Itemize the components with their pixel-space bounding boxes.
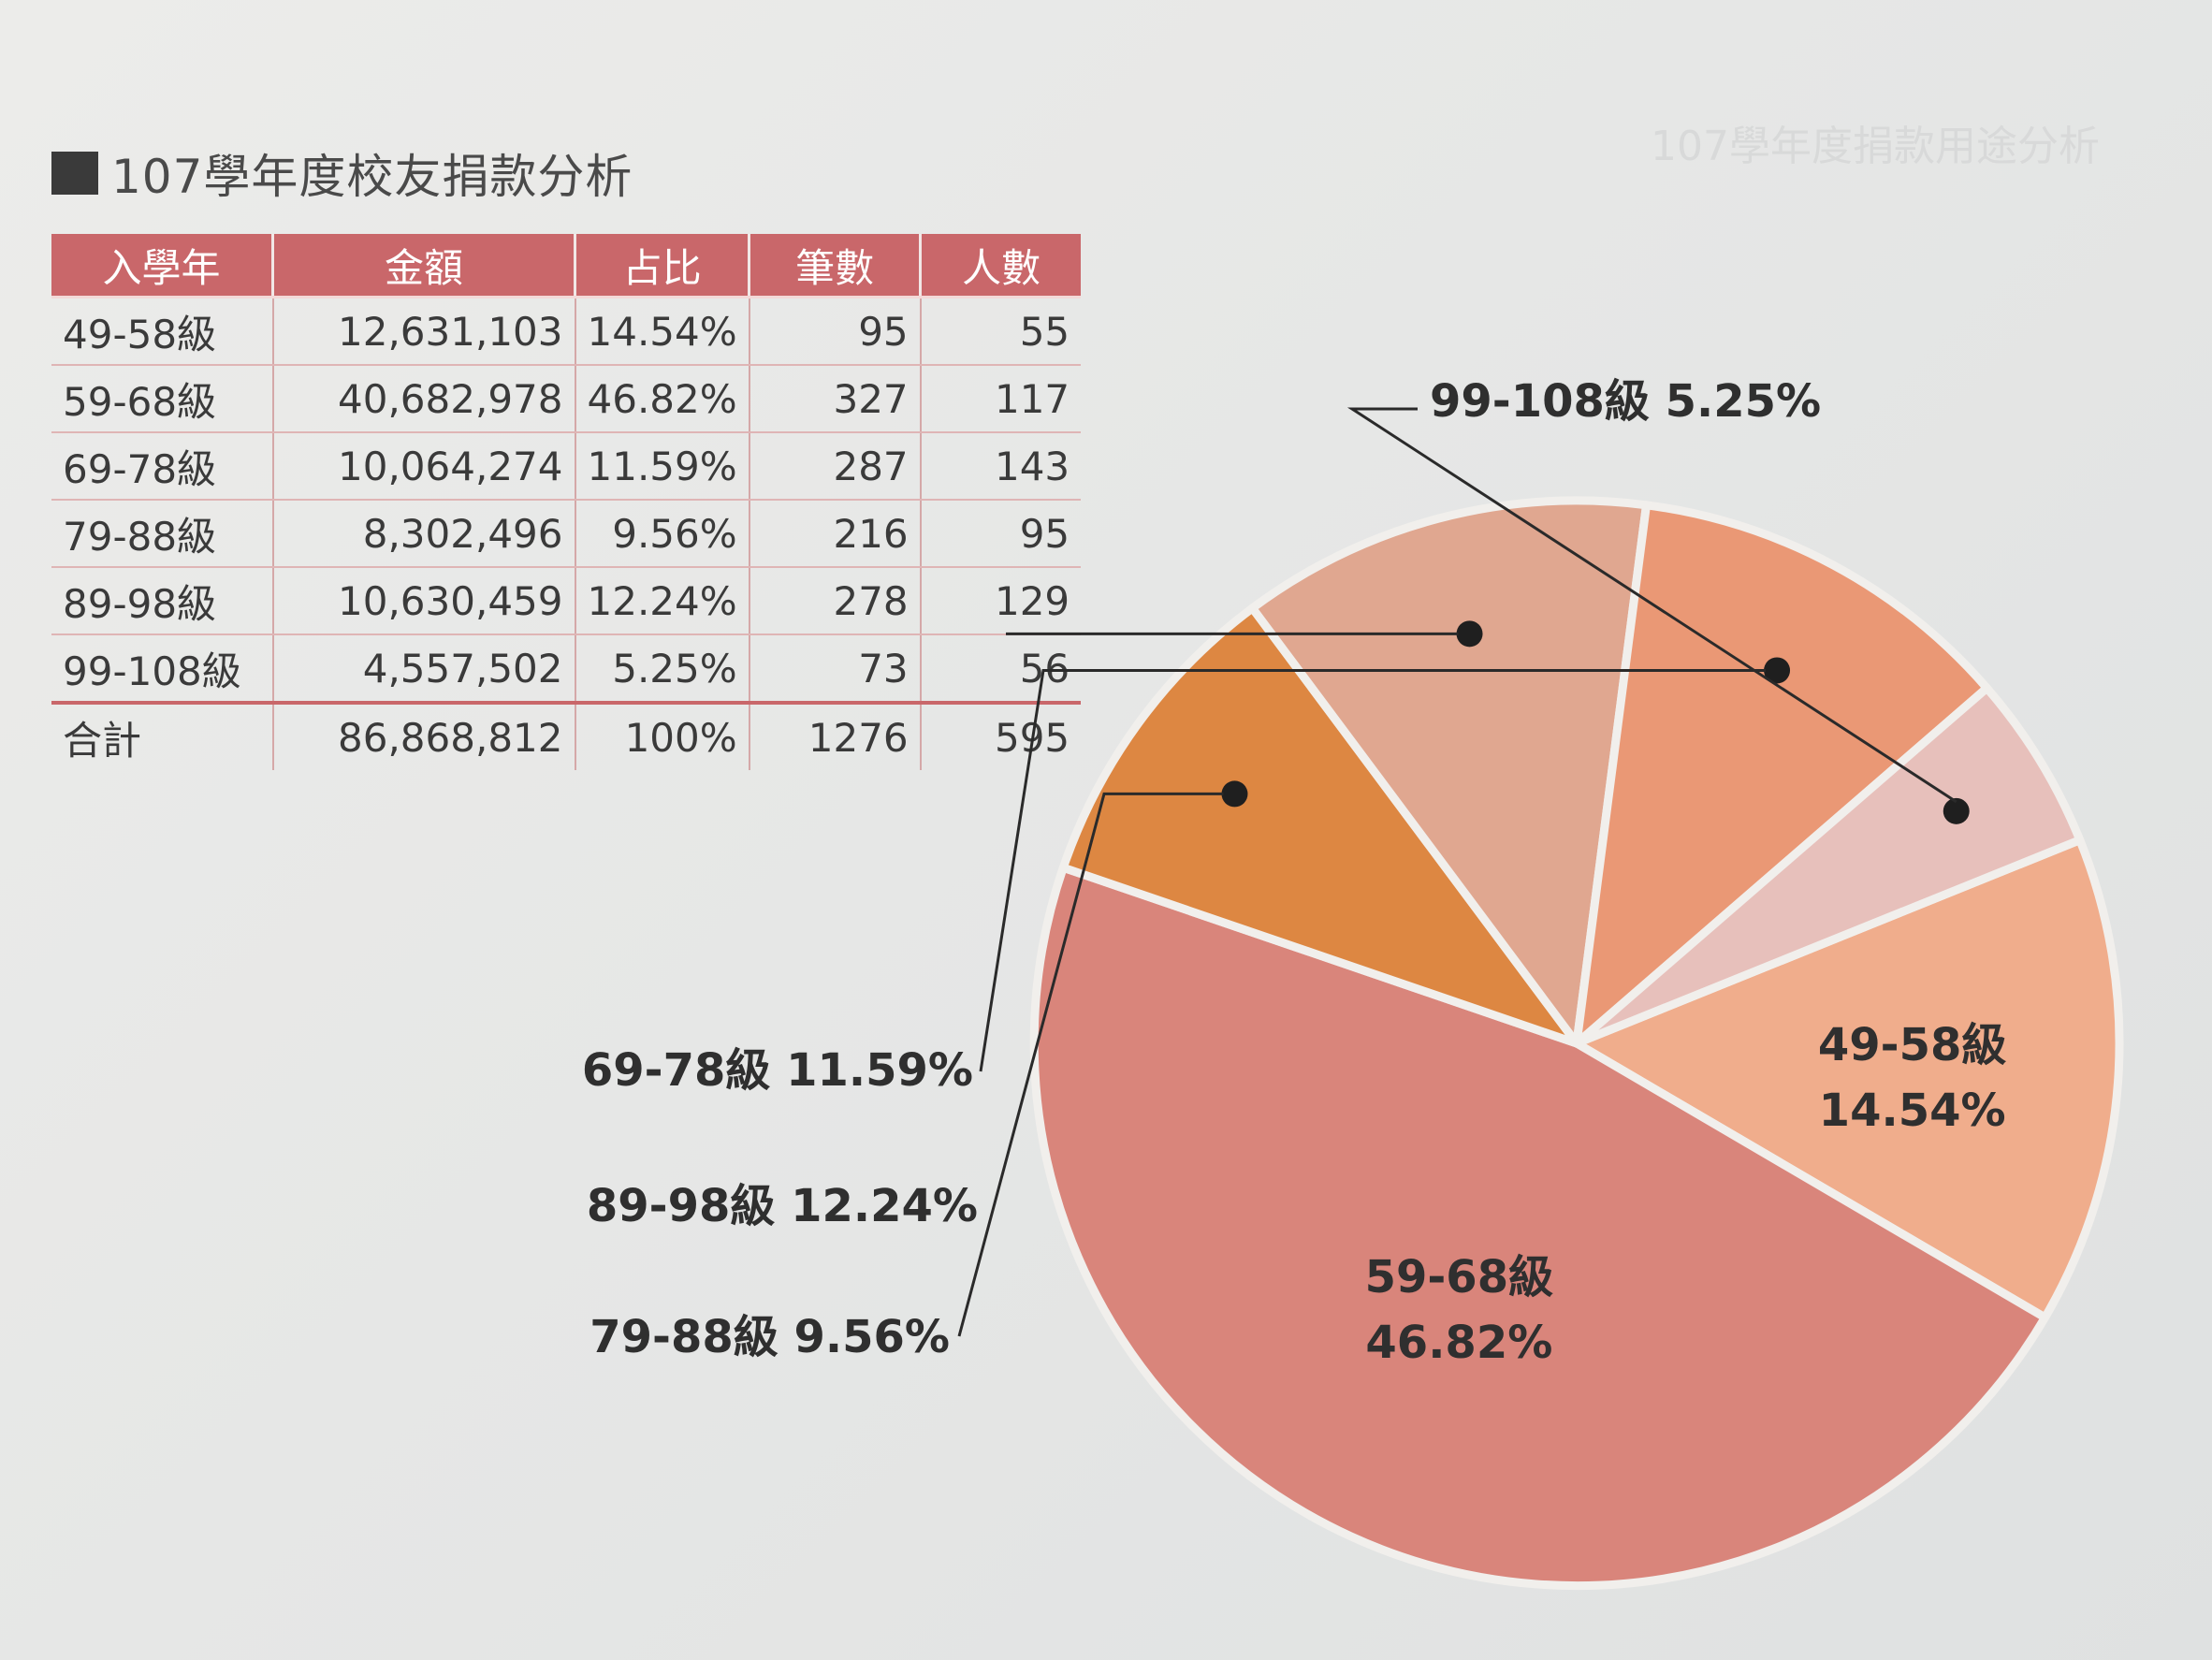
cell-total-count: 1276: [748, 701, 921, 770]
cell-count: 216: [748, 500, 921, 568]
cell-year: 69-78級: [51, 432, 273, 501]
cell-amount: 4,557,502: [271, 634, 575, 704]
cell-people: 129: [919, 567, 1082, 635]
table-row: 49-58級 12,631,103 14.54% 95 55: [51, 297, 1082, 366]
header-year: 入學年: [51, 234, 273, 299]
callout-dot-3: [1456, 620, 1483, 648]
cell-share: 46.82%: [574, 365, 749, 433]
callout-line-2: [957, 792, 1224, 1337]
cell-year: 79-88級: [51, 500, 273, 568]
cell-count: 287: [748, 432, 921, 501]
cell-people: 117: [919, 365, 1082, 433]
callout-line-4: [979, 668, 1767, 1072]
cell-year: 99-108級: [51, 634, 273, 704]
cell-count: 95: [748, 297, 921, 366]
callout-dot-5: [1943, 797, 1970, 824]
callout-label-3: 89-98級 12.24%: [587, 1180, 978, 1232]
table-row: 89-98級 10,630,459 12.24% 278 129: [51, 567, 1082, 635]
header-share: 占比: [573, 234, 749, 299]
cell-share: 14.54%: [574, 297, 749, 366]
table-header-row: 入學年 金額 占比 筆數 人數: [51, 234, 1082, 299]
slice-percent-1: 46.82%: [1365, 1317, 1552, 1369]
donation-table: 入學年 金額 占比 筆數 人數 49-58級 12,631,103 14.54%…: [51, 234, 1082, 770]
title-square-icon: [51, 152, 98, 195]
cell-year: 89-98級: [51, 567, 273, 635]
cell-amount: 10,630,459: [271, 567, 575, 635]
slice-percent-0: 14.54%: [1819, 1085, 2006, 1137]
cell-total-amount: 86,868,812: [271, 701, 575, 770]
cell-amount: 40,682,978: [271, 365, 575, 433]
cell-share: 9.56%: [574, 500, 749, 568]
cell-people: 143: [919, 432, 1082, 501]
cell-year: 59-68級: [51, 365, 273, 433]
callout-dot-4: [1764, 657, 1791, 684]
cell-total-share: 100%: [574, 701, 749, 770]
pie-slice-5: [1572, 683, 2085, 1048]
header-people: 人數: [919, 234, 1082, 299]
cell-people: 55: [919, 297, 1082, 366]
cell-amount: 12,631,103: [271, 297, 575, 366]
callout-dot-2: [1221, 780, 1248, 808]
pie-slice-2: [1058, 604, 1581, 1048]
page-title: 107學年度校友捐款分析: [111, 150, 633, 204]
table-row: 59-68級 40,682,978 46.82% 327 117: [51, 365, 1082, 433]
cell-people: 95: [919, 500, 1082, 568]
callout-label-4: 69-78級 11.59%: [582, 1044, 973, 1097]
callout-label-2: 79-88級 9.56%: [589, 1311, 950, 1363]
background-bleedthrough-title: 107學年度捐款用途分析: [1651, 123, 2100, 170]
cell-count: 278: [748, 567, 921, 635]
cell-total-people: 595: [919, 701, 1082, 770]
table-row: 69-78級 10,064,274 11.59% 287 143: [51, 432, 1082, 501]
callout-line-5: [1346, 407, 1957, 804]
header-count: 筆數: [748, 234, 921, 299]
cell-share: 11.59%: [574, 432, 749, 501]
cell-count: 327: [748, 365, 921, 433]
pie-slice-0: [1572, 836, 2124, 1322]
cell-count: 73: [748, 634, 921, 704]
pie-slice-4: [1572, 501, 1991, 1048]
slice-label-1: 59-68級: [1365, 1251, 1554, 1303]
table-row: 79-88級 8,302,496 9.56% 216 95: [51, 500, 1082, 568]
table-total-row: 合計 86,868,812 100% 1276 595: [51, 701, 1082, 770]
cell-share: 5.25%: [574, 634, 749, 704]
callout-label-5: 99-108級 5.25%: [1430, 375, 1821, 428]
pie-slice-1: [1029, 863, 2049, 1591]
table-row: 99-108級 4,557,502 5.25% 73 56: [51, 634, 1082, 704]
cell-amount: 8,302,496: [271, 500, 575, 568]
pie-slice-3: [1248, 496, 1651, 1048]
cell-share: 12.24%: [574, 567, 749, 635]
cell-year: 49-58級: [51, 297, 273, 366]
cell-amount: 10,064,274: [271, 432, 575, 501]
section-title: 107學年度校友捐款分析: [51, 140, 633, 206]
header-amount: 金額: [271, 234, 575, 299]
cell-total-label: 合計: [51, 701, 273, 770]
slice-label-0: 49-58級: [1818, 1019, 2007, 1071]
